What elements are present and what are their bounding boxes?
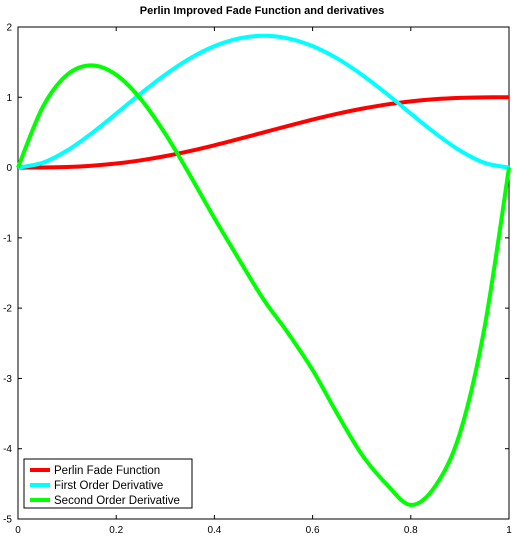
y-tick-label: -1 xyxy=(3,233,12,244)
x-tick-label: 0.4 xyxy=(207,525,221,536)
legend-label: Perlin Fade Function xyxy=(54,465,160,477)
y-tick-label: -4 xyxy=(3,444,12,455)
legend-box xyxy=(23,458,193,509)
y-tick-label: -3 xyxy=(3,374,12,385)
y-tick-label: 2 xyxy=(6,23,12,34)
x-tick-label: 0.8 xyxy=(404,525,418,536)
plot-area xyxy=(17,26,510,520)
series-line-second-order-derivative xyxy=(16,63,511,507)
chart-title: Perlin Improved Fade Function and deriva… xyxy=(140,5,385,17)
y-tick-label: -5 xyxy=(3,515,12,526)
legend-label: Second Order Derivative xyxy=(54,495,180,507)
series-layer xyxy=(16,33,511,507)
legend: Perlin Fade Function First Order Derivati… xyxy=(23,458,193,509)
series-line-first-order-derivative xyxy=(17,33,510,170)
x-tick-label: 0 xyxy=(15,525,21,536)
y-tick-label: 0 xyxy=(6,163,12,174)
x-axis: 0 0.2 0.4 0.6 0.8 1 xyxy=(15,27,512,536)
y-tick-label: -2 xyxy=(3,304,12,315)
legend-label: First Order Derivative xyxy=(54,480,163,492)
series-line-perlin-fade-function xyxy=(17,95,510,170)
y-tick-label: 1 xyxy=(6,93,12,104)
x-tick-label: 1 xyxy=(506,525,512,536)
x-tick-label: 0.2 xyxy=(109,525,123,536)
x-tick-label: 0.6 xyxy=(306,525,320,536)
